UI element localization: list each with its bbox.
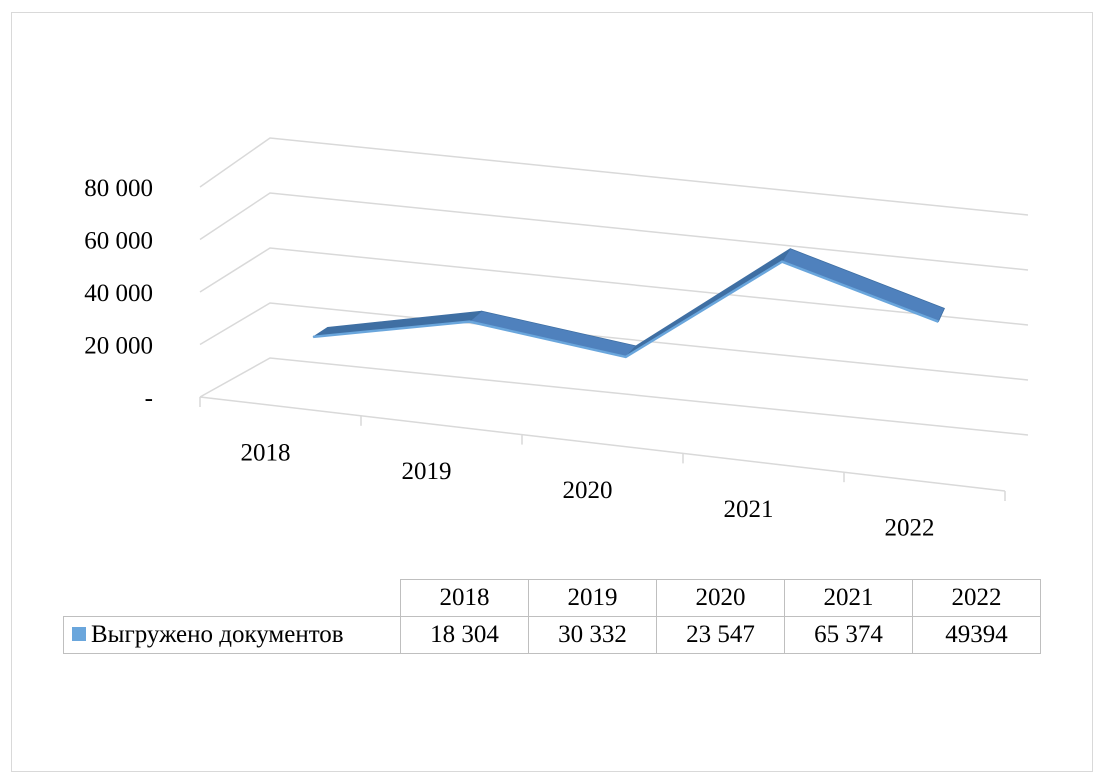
x-tick-label: 2018 (241, 439, 291, 466)
data-table-value-2022: 49394 (913, 617, 1041, 654)
gridline (200, 358, 1028, 435)
data-table-value-2018: 18 304 (401, 617, 529, 654)
legend-swatch (72, 627, 86, 641)
y-tick-label: - (145, 385, 153, 412)
gridline (200, 193, 1028, 270)
data-table-header-2021: 2021 (785, 580, 913, 617)
data-table-header-2020: 2020 (657, 580, 785, 617)
data-table-corner (64, 580, 401, 617)
data-table-header-row: 2018 2019 2020 2021 2022 (64, 580, 1041, 617)
x-tick-label: 2020 (563, 477, 613, 504)
y-tick-label: 80 000 (84, 175, 153, 202)
data-table-value-2021: 65 374 (785, 617, 913, 654)
data-table-header-2019: 2019 (529, 580, 657, 617)
legend-label: Выгружено документов (91, 621, 344, 648)
gridline (200, 248, 1028, 325)
y-tick-label: 40 000 (84, 280, 153, 307)
y-tick-labels: - 20 000 40 000 60 000 80 000 (84, 175, 153, 412)
gridline (200, 138, 1028, 215)
data-table: 2018 2019 2020 2021 2022 Выгружено докум… (63, 579, 1041, 654)
data-table-value-2020: 23 547 (657, 617, 785, 654)
data-table-header-2018: 2018 (401, 580, 529, 617)
x-tick-label: 2019 (402, 458, 452, 485)
x-tick-label: 2021 (724, 496, 774, 523)
y-tick-label: 60 000 (84, 228, 153, 255)
data-table-header-2022: 2022 (913, 580, 1041, 617)
series-ribbon (313, 249, 944, 357)
series-segment (469, 311, 636, 357)
data-table-series-row: Выгружено документов 18 304 30 332 23 54… (64, 617, 1041, 654)
x-tick-label: 2022 (885, 515, 935, 542)
x-tick-labels: 2018 2019 2020 2021 2022 (241, 439, 935, 541)
y-tick-label: 20 000 (84, 333, 153, 360)
legend-entry: Выгружено документов (64, 617, 401, 654)
data-table-value-2019: 30 332 (529, 617, 657, 654)
grid-lines (200, 138, 1028, 435)
